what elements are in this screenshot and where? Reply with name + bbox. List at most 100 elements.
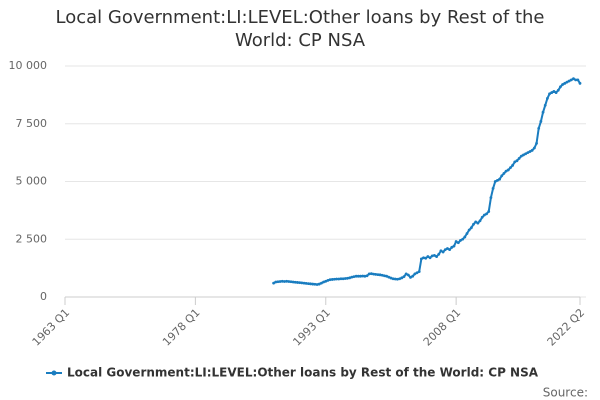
x-tick-label: 1993 Q1: [290, 306, 333, 349]
data-point: [278, 280, 282, 283]
data-point: [296, 281, 299, 284]
data-point: [526, 151, 530, 155]
data-point: [467, 228, 471, 232]
y-tick-label: 2 500: [16, 232, 48, 245]
data-point: [309, 282, 312, 286]
data-point: [415, 271, 419, 275]
data-point: [506, 168, 510, 172]
data-point: [422, 256, 425, 260]
x-tick-label: 2008 Q1: [421, 306, 464, 349]
data-point: [469, 226, 473, 230]
y-tick-label: 7 500: [16, 117, 48, 130]
data-point: [435, 255, 438, 258]
data-point: [474, 220, 478, 224]
data-point: [333, 277, 336, 281]
data-point: [391, 277, 395, 281]
data-point: [461, 237, 465, 241]
data-point: [378, 273, 382, 277]
data-point: [280, 279, 284, 283]
data-point: [528, 150, 532, 153]
data-point: [341, 277, 345, 281]
data-point: [385, 274, 389, 278]
data-point: [326, 278, 330, 282]
data-point: [515, 159, 519, 163]
data-point: [272, 281, 276, 285]
data-point: [306, 282, 310, 286]
data-point: [511, 163, 515, 167]
x-tick-label: 1978 Q1: [160, 306, 203, 349]
data-point: [365, 274, 369, 278]
chart-title: Local Government:LI:LEVEL:Other loans by…: [55, 7, 545, 51]
data-point: [441, 250, 445, 254]
data-point: [380, 273, 384, 277]
data-point: [556, 88, 560, 92]
data-point: [339, 277, 343, 281]
data-point: [530, 148, 534, 152]
data-point: [330, 278, 334, 281]
data-point: [543, 103, 547, 107]
data-point: [567, 79, 571, 83]
data-point: [276, 280, 280, 284]
data-point: [491, 187, 495, 190]
data-point: [480, 215, 484, 219]
data-point: [433, 254, 436, 257]
data-point: [550, 91, 554, 94]
data-point: [350, 275, 354, 279]
data-point: [283, 280, 286, 283]
data-point: [541, 110, 545, 114]
data-point: [424, 256, 428, 260]
data-point: [354, 274, 358, 278]
data-point: [437, 252, 441, 256]
data-point: [446, 247, 449, 250]
data-point: [396, 277, 399, 281]
data-point: [348, 276, 352, 280]
data-point: [289, 280, 293, 284]
data-point: [417, 270, 421, 273]
legend-marker: [51, 370, 57, 376]
data-point: [448, 248, 452, 252]
data-point: [552, 90, 556, 93]
data-point: [454, 240, 458, 243]
data-point: [322, 280, 325, 284]
data-point: [489, 196, 493, 200]
x-tick-label: 1963 Q1: [30, 306, 73, 349]
data-point: [504, 169, 508, 173]
data-point: [496, 178, 499, 182]
data-point: [291, 280, 295, 284]
data-point: [352, 275, 356, 279]
data-point: [430, 254, 434, 258]
data-point: [482, 213, 486, 217]
data-point: [569, 78, 573, 82]
data-point: [535, 141, 538, 145]
data-point: [402, 275, 406, 279]
data-point: [387, 275, 391, 279]
data-point: [302, 281, 306, 285]
data-point: [561, 83, 565, 86]
data-point: [369, 272, 373, 276]
data-point: [361, 274, 365, 278]
data-point: [513, 160, 517, 164]
data-point: [522, 153, 525, 157]
data-point: [287, 280, 291, 283]
data-point: [576, 78, 580, 82]
data-point: [456, 241, 460, 245]
y-tick-label: 0: [40, 290, 47, 303]
data-point: [328, 278, 332, 282]
data-point: [317, 282, 321, 286]
data-point: [500, 174, 504, 178]
data-point: [315, 283, 319, 286]
data-point: [367, 272, 371, 276]
data-point: [493, 180, 497, 183]
x-tick-label: 2022 Q2: [545, 306, 588, 349]
data-point: [359, 274, 362, 278]
data-point: [524, 152, 528, 156]
data-point: [554, 91, 558, 94]
data-point: [546, 96, 549, 100]
data-point: [563, 81, 567, 85]
data-point: [389, 276, 393, 280]
data-point: [476, 221, 480, 225]
data-point: [372, 272, 375, 276]
data-point: [537, 126, 541, 130]
